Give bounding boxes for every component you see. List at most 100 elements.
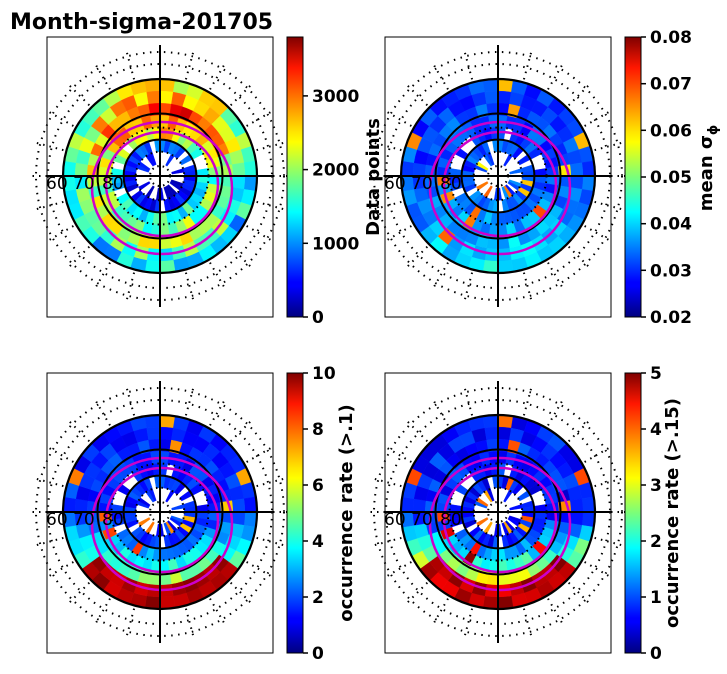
grid-spoke	[229, 417, 255, 443]
grid-spoke	[229, 245, 255, 271]
heatmap-cell	[195, 504, 209, 513]
colorbar-tick-label: 1	[650, 588, 662, 608]
colorbar	[624, 36, 642, 318]
grid-spoke	[547, 397, 565, 426]
oval-boundary-outer	[428, 456, 572, 592]
heatmap-cell	[509, 168, 523, 175]
heatmap-cell	[144, 78, 161, 93]
polar-heatmap: 60 70 80	[366, 380, 630, 644]
heatmap-cell	[231, 175, 246, 190]
heatmap-cell	[507, 517, 520, 527]
heatmap-cell	[569, 511, 584, 526]
grid-spoke	[403, 245, 429, 271]
colorbar-label: occurrence rate (>.15)	[662, 398, 683, 628]
grid-spoke	[567, 581, 593, 607]
grid-spoke	[229, 581, 255, 607]
heatmap-cell	[483, 521, 493, 534]
colorbar-tick-label: 0.03	[650, 261, 692, 281]
oval-boundary-inner	[442, 130, 558, 238]
grid-spoke	[124, 48, 136, 80]
colorbar-tick-label: 2	[312, 588, 324, 608]
oval-boundary-inner	[442, 466, 558, 574]
grid-spoke	[584, 109, 613, 127]
panel-mean-sigma: 60 70 80 0.02 0.03 0.04 0.05 0.06 0.07 0.08 mean…	[366, 28, 721, 328]
grid-spoke	[93, 397, 111, 426]
grid-spoke	[184, 272, 196, 304]
grid-spoke	[584, 561, 613, 579]
colorbar	[624, 372, 642, 654]
grid-spoke	[383, 225, 412, 243]
grid-spoke	[32, 200, 64, 212]
heatmap-cell	[144, 414, 161, 429]
heatmap-cell	[148, 488, 157, 502]
grid-spoke	[383, 561, 412, 579]
grid-spoke	[403, 417, 429, 443]
heatmap-cell	[243, 160, 258, 177]
grid-spoke	[370, 140, 402, 152]
grid-spoke	[45, 109, 74, 127]
grid-spoke	[65, 417, 91, 443]
grid-spoke	[45, 445, 74, 463]
colorbar-tick-label: 8	[312, 420, 324, 440]
colorbar-label-main: mean σ	[696, 135, 717, 211]
heatmap-cell	[144, 259, 161, 274]
grid-spoke	[93, 61, 111, 90]
heatmap-cell	[484, 426, 499, 441]
grid-spoke	[594, 140, 626, 152]
grid-spoke	[246, 561, 275, 579]
colorbar	[286, 372, 304, 654]
grid-spoke	[431, 262, 449, 291]
grid-spoke	[93, 598, 111, 627]
grid-circle-dotted	[373, 51, 623, 301]
heatmap-cell	[497, 90, 512, 105]
grid-spoke	[370, 476, 402, 488]
latitude-label: 70	[411, 174, 433, 194]
heatmap-cell	[497, 426, 512, 441]
heatmap-cell	[145, 521, 155, 534]
heatmap-cell	[482, 595, 499, 610]
colorbar-tick-label: 0	[312, 308, 324, 328]
heatmap-cell	[165, 154, 175, 167]
heatmap-cell	[243, 175, 258, 192]
grid-spoke	[547, 598, 565, 627]
colorbar-label: occurrence rate (>.1)	[336, 404, 357, 621]
panel-data-points: 60 70 80 0 1000 2000 3000 Data points	[28, 36, 384, 328]
colorbar-ticks: 0.02 0.03 0.04 0.05 0.06 0.07 0.08	[641, 28, 692, 328]
heatmap-cell	[144, 595, 161, 610]
grid-spoke	[403, 581, 429, 607]
colorbar-tick-label: 1000	[312, 234, 359, 254]
heatmap-cell	[159, 414, 176, 429]
grid-spoke	[256, 476, 288, 488]
grid-spoke	[522, 608, 534, 640]
heatmap-cell	[148, 152, 157, 166]
grid-spoke	[32, 536, 64, 548]
latitude-label: 70	[73, 174, 95, 194]
grid-spoke	[209, 397, 227, 426]
grid-spoke	[522, 384, 534, 416]
grid-spoke	[256, 200, 288, 212]
grid-spoke	[403, 81, 429, 107]
grid-spoke	[65, 581, 91, 607]
colorbar-ticks: 0 1 2 3 4 5	[641, 364, 662, 664]
oval-boundary-outer	[428, 120, 572, 256]
heatmap-cell	[507, 181, 520, 191]
heatmap-cell	[581, 175, 596, 192]
heatmap-cell	[482, 414, 499, 429]
oval-boundary-inner	[104, 466, 220, 574]
colorbar-tick-label: 0.04	[650, 215, 692, 235]
heatmap-cell	[497, 595, 514, 610]
grid-spoke	[209, 262, 227, 291]
heatmap-cell	[159, 259, 176, 274]
colorbar-label: Data points	[363, 118, 384, 236]
grid-spoke	[246, 225, 275, 243]
polar-heatmap: 60 70 80	[28, 380, 292, 644]
heatmap-cell	[243, 496, 258, 513]
colorbar	[286, 36, 304, 318]
heatmap-cell	[243, 511, 258, 528]
grid-spoke	[246, 445, 275, 463]
grid-spoke	[229, 81, 255, 107]
heatmap-cell	[165, 490, 175, 503]
heatmap-cell	[569, 162, 584, 177]
grid-spoke	[594, 476, 626, 488]
